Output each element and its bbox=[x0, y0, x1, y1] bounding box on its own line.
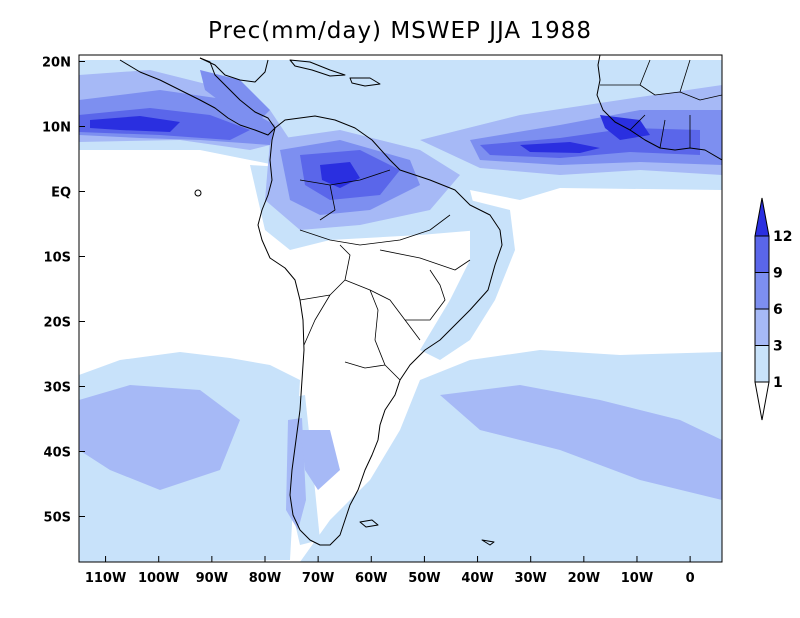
plot-frame bbox=[78, 54, 723, 563]
colorbar-segment bbox=[754, 235, 770, 273]
central-america-heavy bbox=[200, 70, 270, 125]
colorbar-label: 9 bbox=[773, 266, 783, 282]
y-tick-label: 30S bbox=[44, 381, 71, 396]
central-america-coast bbox=[119, 57, 276, 136]
x-tick-label: 20W bbox=[568, 571, 600, 586]
hispaniola-coast bbox=[349, 77, 381, 87]
south-america-coast bbox=[257, 115, 503, 546]
y-tick-label: 20S bbox=[44, 316, 71, 331]
gulf-coast bbox=[199, 57, 269, 83]
x-tick-label: 40W bbox=[461, 571, 493, 586]
colorbar-segment bbox=[754, 308, 770, 346]
colorbar-max-arrow bbox=[754, 197, 770, 237]
y-axis-ticks: 20N 10N EQ 10S 20S 30S 40S 50S bbox=[42, 56, 85, 526]
precip-field bbox=[79, 55, 722, 562]
colorbar-label: 12 bbox=[773, 229, 792, 245]
y-tick-label: 50S bbox=[44, 511, 71, 526]
colorbar-label: 6 bbox=[773, 302, 783, 318]
x-tick-label: 60W bbox=[355, 571, 387, 586]
x-tick-label: 90W bbox=[196, 571, 228, 586]
x-axis-ticks: 110W 100W 90W 80W 70W 60W 50W 40W 30W 20W 10W 0 bbox=[85, 556, 695, 586]
y-tick-label: 10N bbox=[42, 121, 71, 136]
atlantic-core-max bbox=[520, 142, 600, 153]
brazil-east-coast bbox=[420, 200, 515, 360]
colorbar-min-arrow bbox=[754, 381, 770, 421]
y-tick-label: EQ bbox=[51, 186, 71, 201]
map-title: Prec(mm/day) MSWEP JJA 1988 bbox=[208, 18, 592, 44]
colorbar-label: 1 bbox=[773, 375, 783, 391]
x-tick-label: 110W bbox=[85, 571, 126, 586]
south-atlantic-mid bbox=[440, 385, 722, 500]
pacific-core-max bbox=[90, 116, 180, 132]
colorbar-label: 3 bbox=[773, 339, 783, 355]
galapagos bbox=[194, 189, 202, 197]
colorbar-segment bbox=[754, 272, 770, 310]
sa-borders bbox=[299, 169, 471, 381]
south-georgia bbox=[481, 539, 495, 546]
colorbar-segment bbox=[754, 345, 770, 383]
y-tick-label: 10S bbox=[44, 251, 71, 266]
cuba-coast bbox=[289, 59, 346, 77]
south-atlantic-band bbox=[300, 350, 722, 562]
southern-cone-mid bbox=[300, 430, 340, 490]
x-tick-label: 50W bbox=[408, 571, 440, 586]
falklands bbox=[359, 519, 379, 528]
x-tick-label: 100W bbox=[138, 571, 179, 586]
coastlines bbox=[119, 55, 722, 546]
africa-borders bbox=[600, 59, 722, 149]
x-tick-label: 70W bbox=[302, 571, 334, 586]
southern-pacific-mid bbox=[79, 385, 240, 490]
x-tick-label: 0 bbox=[686, 571, 695, 586]
x-tick-label: 80W bbox=[249, 571, 281, 586]
x-tick-label: 10W bbox=[621, 571, 653, 586]
y-tick-label: 40S bbox=[44, 446, 71, 461]
x-tick-label: 30W bbox=[514, 571, 546, 586]
y-tick-label: 20N bbox=[42, 56, 71, 71]
colorbar: 1 3 6 9 12 bbox=[754, 197, 792, 421]
